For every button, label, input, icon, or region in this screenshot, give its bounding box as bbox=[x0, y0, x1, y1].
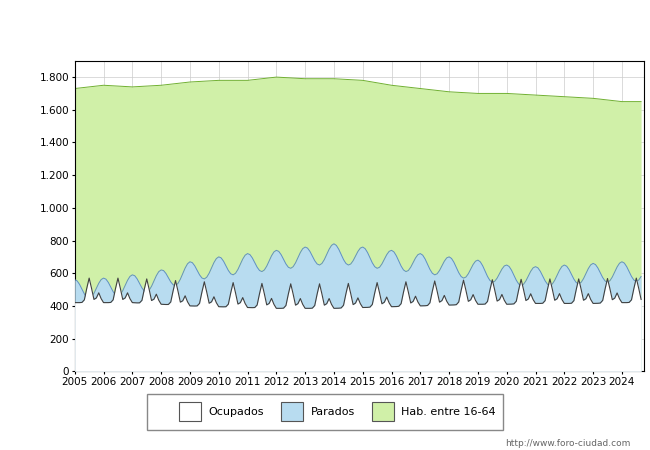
Text: Baños de la Encina - Evolucion de la poblacion en edad de Trabajar Septiembre de: Baños de la Encina - Evolucion de la pob… bbox=[64, 14, 586, 26]
FancyBboxPatch shape bbox=[147, 393, 503, 430]
Text: Ocupados: Ocupados bbox=[209, 407, 264, 417]
Text: Hab. entre 16-64: Hab. entre 16-64 bbox=[402, 407, 496, 417]
Text: Parados: Parados bbox=[311, 407, 355, 417]
Text: http://www.foro-ciudad.com: http://www.foro-ciudad.com bbox=[505, 439, 630, 448]
Bar bbox=[372, 402, 394, 421]
Bar bbox=[179, 402, 202, 421]
Bar bbox=[281, 402, 303, 421]
